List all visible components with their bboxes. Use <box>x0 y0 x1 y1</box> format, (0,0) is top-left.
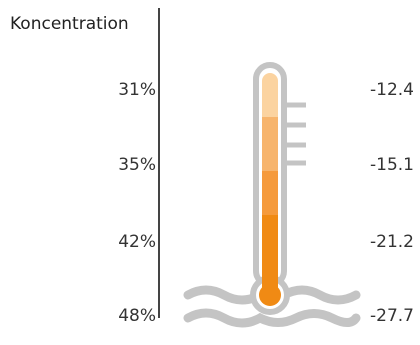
fill-segment-2 <box>262 117 278 171</box>
temperature-value-2: -15.1 <box>370 155 414 175</box>
fill-segment-4 <box>262 215 278 291</box>
water-waves-icon <box>183 285 361 328</box>
temperature-value-4: -27.7 <box>370 306 414 326</box>
concentration-value-4: 48% <box>118 306 156 326</box>
thermometer-bulb <box>259 284 281 306</box>
concentration-value-1: 31% <box>118 80 156 100</box>
fill-segment-3 <box>262 171 278 215</box>
vertical-divider <box>158 8 160 318</box>
concentration-value-2: 35% <box>118 155 156 175</box>
concentration-value-3: 42% <box>118 232 156 252</box>
fill-segment-1-base <box>262 85 278 117</box>
thermometer-icon <box>183 62 361 328</box>
temperature-value-1: -12.4 <box>370 80 414 100</box>
temperature-value-3: -21.2 <box>370 232 414 252</box>
concentration-header: Koncentration <box>10 14 129 34</box>
